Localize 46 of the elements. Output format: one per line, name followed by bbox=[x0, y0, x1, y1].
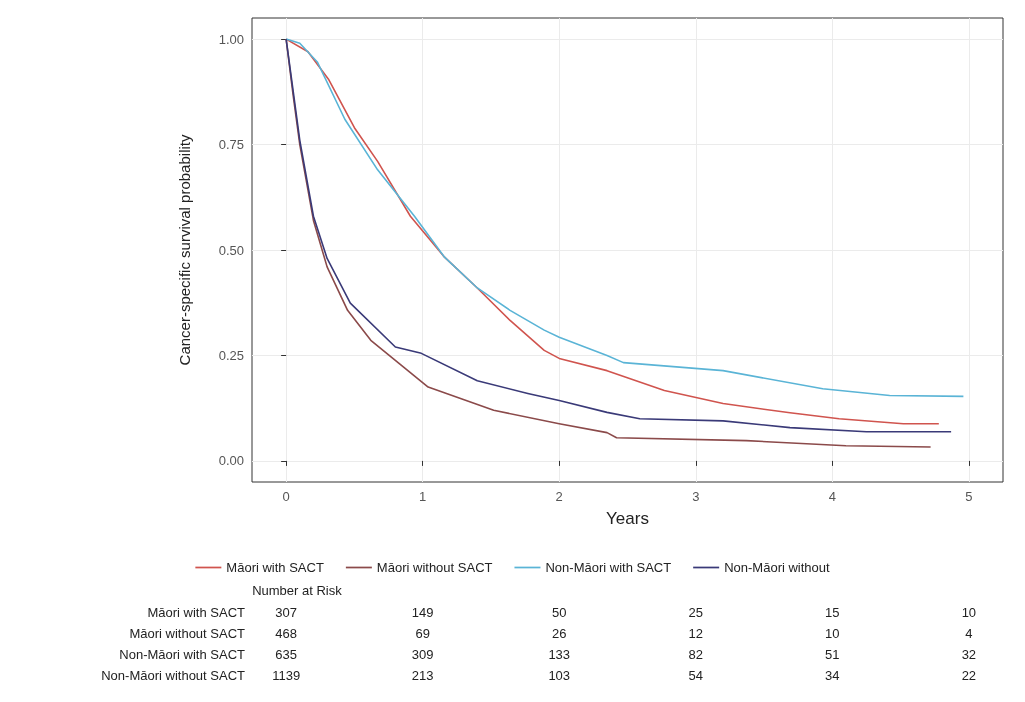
text: 54 bbox=[688, 667, 704, 683]
y-axis-title: Cancer-specific survival probability bbox=[176, 134, 193, 366]
text: 10 bbox=[825, 625, 840, 641]
text: 51 bbox=[825, 646, 840, 662]
x-tick-label: 2 bbox=[555, 489, 563, 504]
text: 1139 bbox=[272, 667, 301, 683]
x-axis-title: Years bbox=[606, 509, 649, 528]
text: 69 bbox=[415, 625, 430, 641]
text: Māori with SACT bbox=[147, 604, 246, 620]
x-tick-label: 0 bbox=[282, 489, 290, 504]
y-tick-label: 0.75 bbox=[218, 137, 244, 153]
text: Number at Risk bbox=[252, 583, 343, 598]
text: Māori without SACT bbox=[129, 625, 246, 641]
y-tick-label: 0.50 bbox=[218, 242, 244, 258]
text: 307 bbox=[275, 604, 297, 620]
text: 103 bbox=[548, 667, 571, 683]
text: 10 bbox=[961, 604, 977, 620]
legend-label: Māori with SACT bbox=[226, 560, 324, 575]
text: 25 bbox=[688, 604, 704, 620]
y-tick-label: 0.25 bbox=[218, 347, 244, 363]
text: 34 bbox=[825, 667, 840, 683]
text: 15 bbox=[825, 604, 840, 620]
legend-label: Non-Māori without bbox=[724, 560, 831, 575]
legend-label: Non-Māori with SACT bbox=[545, 560, 672, 575]
text: Non-Māori without SACT bbox=[101, 667, 246, 683]
x-tick-label: 5 bbox=[965, 489, 973, 504]
y-tick-label: 1.00 bbox=[218, 31, 244, 47]
text: 149 bbox=[411, 604, 434, 620]
text: 133 bbox=[548, 646, 571, 662]
text: 213 bbox=[411, 667, 434, 683]
text: 468 bbox=[275, 625, 297, 641]
text: 4 bbox=[965, 625, 973, 641]
text: Non-Māori with SACT bbox=[119, 646, 246, 662]
legend-label: Māori without SACT bbox=[376, 560, 493, 575]
text: 635 bbox=[275, 646, 297, 662]
x-tick-label: 1 bbox=[419, 489, 427, 504]
text: 22 bbox=[961, 667, 977, 683]
text: 82 bbox=[688, 646, 704, 662]
x-tick-label: 3 bbox=[692, 489, 700, 504]
y-tick-label: 0.00 bbox=[218, 453, 244, 469]
x-tick-label: 4 bbox=[828, 489, 836, 504]
text: 32 bbox=[961, 646, 977, 662]
text: 309 bbox=[411, 646, 434, 662]
text: 50 bbox=[551, 604, 567, 620]
text: 12 bbox=[688, 625, 704, 641]
text: 26 bbox=[551, 625, 567, 641]
